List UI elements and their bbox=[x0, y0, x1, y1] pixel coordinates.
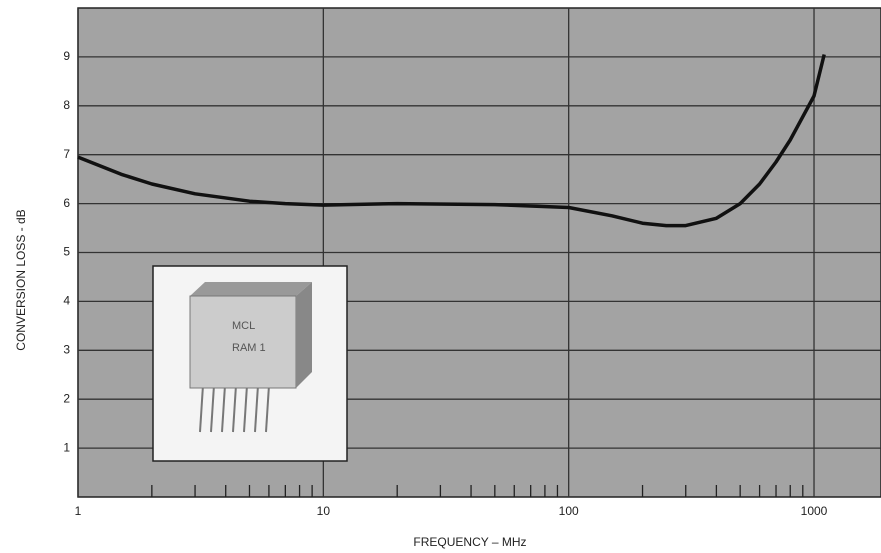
y-tick-label: 9 bbox=[63, 49, 70, 63]
y-tick-label: 2 bbox=[63, 391, 70, 405]
x-tick-label: 10 bbox=[317, 504, 331, 518]
pin bbox=[265, 384, 270, 433]
pin bbox=[221, 384, 226, 433]
package bbox=[189, 295, 297, 389]
pin bbox=[243, 384, 248, 433]
y-tick-label: 5 bbox=[63, 245, 70, 259]
y-tick-label: 8 bbox=[63, 98, 70, 112]
x-tick-label: 1 bbox=[75, 504, 82, 518]
package-side bbox=[296, 282, 312, 388]
package-top bbox=[190, 282, 312, 296]
y-tick-label: 1 bbox=[63, 440, 70, 454]
y-tick-label: 4 bbox=[63, 294, 70, 308]
pin bbox=[232, 384, 237, 433]
x-axis-label: FREQUENCY – MHz bbox=[413, 535, 526, 549]
y-axis-label: CONVERSION LOSS - dB bbox=[14, 209, 28, 350]
x-tick-label: 100 bbox=[559, 504, 579, 518]
y-tick-label: 7 bbox=[63, 147, 70, 161]
pin bbox=[199, 384, 204, 433]
inset: MCL RAM 1 bbox=[152, 265, 348, 462]
curve bbox=[77, 54, 826, 228]
inset-label: RAM 1 bbox=[232, 342, 266, 354]
x-tick-label: 1000 bbox=[801, 504, 828, 518]
pin bbox=[210, 384, 215, 433]
pin bbox=[254, 384, 259, 433]
y-tick-label: 3 bbox=[63, 342, 70, 356]
inset-label: MCL bbox=[232, 320, 255, 332]
y-tick-label: 6 bbox=[63, 196, 70, 210]
